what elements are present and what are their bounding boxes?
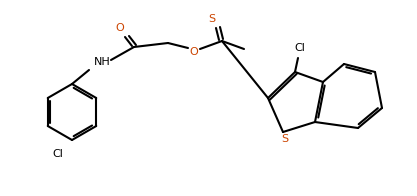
Text: S: S (208, 14, 216, 24)
Text: NH: NH (94, 57, 111, 67)
Text: O: O (190, 47, 198, 57)
Text: S: S (281, 134, 289, 144)
Text: Cl: Cl (294, 43, 305, 53)
Text: O: O (116, 23, 124, 33)
Text: Cl: Cl (53, 149, 63, 159)
